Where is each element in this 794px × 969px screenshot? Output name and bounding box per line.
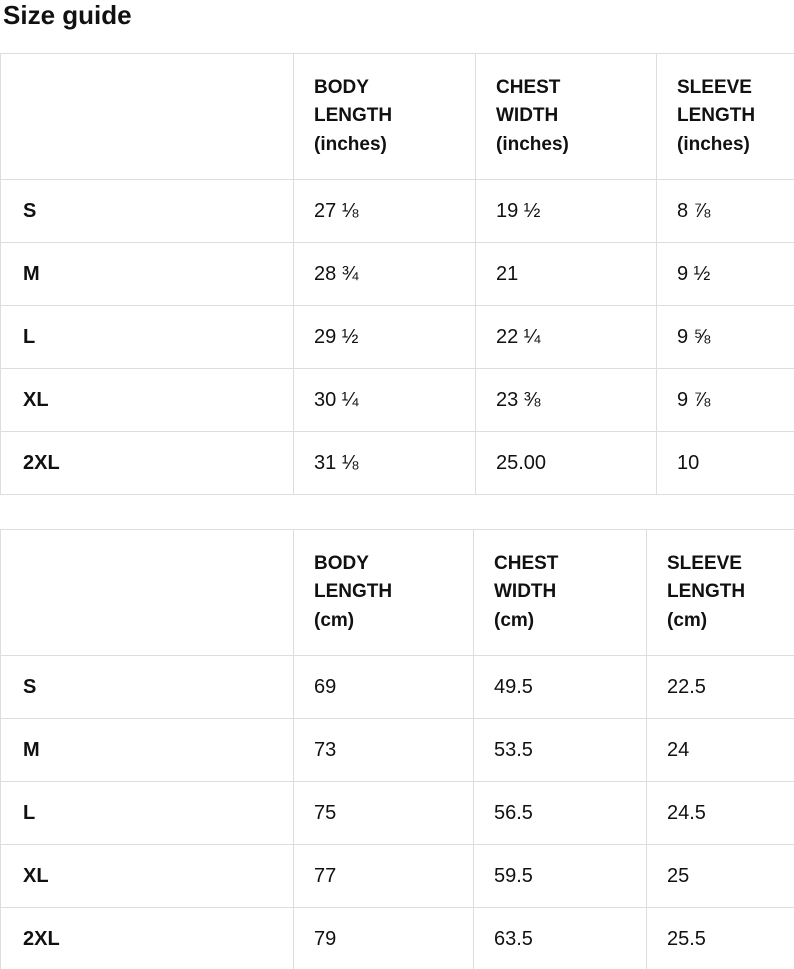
cell-sleeve-length: 8 ⅞ [656, 179, 794, 243]
table-row-s: S 69 49.5 22.5 [0, 655, 794, 719]
table-row-s: S 27 ⅛ 19 ½ 8 ⅞ [0, 179, 794, 243]
col-header-chest-width-cm: CHEST WIDTH (cm) [473, 529, 647, 656]
size-table-inches: BODY LENGTH (inches) CHEST WIDTH (inches… [0, 53, 794, 495]
corner-cell [0, 53, 294, 180]
corner-cell [0, 529, 294, 656]
cell-body-length: 31 ⅛ [293, 431, 476, 495]
table-row-m: M 28 ¾ 21 9 ½ [0, 242, 794, 306]
cell-sleeve-length: 9 ½ [656, 242, 794, 306]
cell-body-length: 29 ½ [293, 305, 476, 369]
cell-chest-width: 56.5 [473, 781, 647, 845]
col-header-sleeve-length-cm: SLEEVE LENGTH (cm) [646, 529, 794, 656]
cell-body-length: 27 ⅛ [293, 179, 476, 243]
size-label: L [0, 781, 294, 845]
table-row-2xl: 2XL 79 63.5 25.5 [0, 907, 794, 969]
col-header-chest-width-inches: CHEST WIDTH (inches) [475, 53, 657, 180]
cell-body-length: 75 [293, 781, 474, 845]
col-header-body-length-cm: BODY LENGTH (cm) [293, 529, 474, 656]
table-row-xl: XL 77 59.5 25 [0, 844, 794, 908]
cell-sleeve-length: 22.5 [646, 655, 794, 719]
cell-body-length: 73 [293, 718, 474, 782]
cell-sleeve-length: 25 [646, 844, 794, 908]
cell-body-length: 77 [293, 844, 474, 908]
cell-chest-width: 49.5 [473, 655, 647, 719]
table-row-l: L 29 ½ 22 ¼ 9 ⅝ [0, 305, 794, 369]
size-table-cm: BODY LENGTH (cm) CHEST WIDTH (cm) SLEEVE… [0, 529, 794, 969]
cell-body-length: 79 [293, 907, 474, 969]
table-row-xl: XL 30 ¼ 23 ⅜ 9 ⅞ [0, 368, 794, 432]
cell-chest-width: 59.5 [473, 844, 647, 908]
cell-chest-width: 19 ½ [475, 179, 657, 243]
size-label: M [0, 718, 294, 782]
cell-body-length: 28 ¾ [293, 242, 476, 306]
cell-sleeve-length: 24.5 [646, 781, 794, 845]
table-row-2xl: 2XL 31 ⅛ 25.00 10 [0, 431, 794, 495]
table-row-m: M 73 53.5 24 [0, 718, 794, 782]
size-label: XL [0, 368, 294, 432]
cell-sleeve-length: 25.5 [646, 907, 794, 969]
cell-chest-width: 25.00 [475, 431, 657, 495]
size-label: 2XL [0, 431, 294, 495]
size-label: M [0, 242, 294, 306]
cell-sleeve-length: 10 [656, 431, 794, 495]
cell-chest-width: 53.5 [473, 718, 647, 782]
cell-chest-width: 23 ⅜ [475, 368, 657, 432]
cell-sleeve-length: 24 [646, 718, 794, 782]
size-label: L [0, 305, 294, 369]
cell-chest-width: 22 ¼ [475, 305, 657, 369]
cell-sleeve-length: 9 ⅞ [656, 368, 794, 432]
cell-body-length: 30 ¼ [293, 368, 476, 432]
size-label: 2XL [0, 907, 294, 969]
col-header-sleeve-length-inches: SLEEVE LENGTH (inches) [656, 53, 794, 180]
size-label: S [0, 655, 294, 719]
header-row-cm: BODY LENGTH (cm) CHEST WIDTH (cm) SLEEVE… [0, 529, 794, 656]
col-header-body-length-inches: BODY LENGTH (inches) [293, 53, 476, 180]
size-label: XL [0, 844, 294, 908]
cell-body-length: 69 [293, 655, 474, 719]
cell-chest-width: 21 [475, 242, 657, 306]
page-title: Size guide [3, 0, 132, 30]
size-label: S [0, 179, 294, 243]
cell-chest-width: 63.5 [473, 907, 647, 969]
table-row-l: L 75 56.5 24.5 [0, 781, 794, 845]
cell-sleeve-length: 9 ⅝ [656, 305, 794, 369]
header-row-inches: BODY LENGTH (inches) CHEST WIDTH (inches… [0, 53, 794, 180]
